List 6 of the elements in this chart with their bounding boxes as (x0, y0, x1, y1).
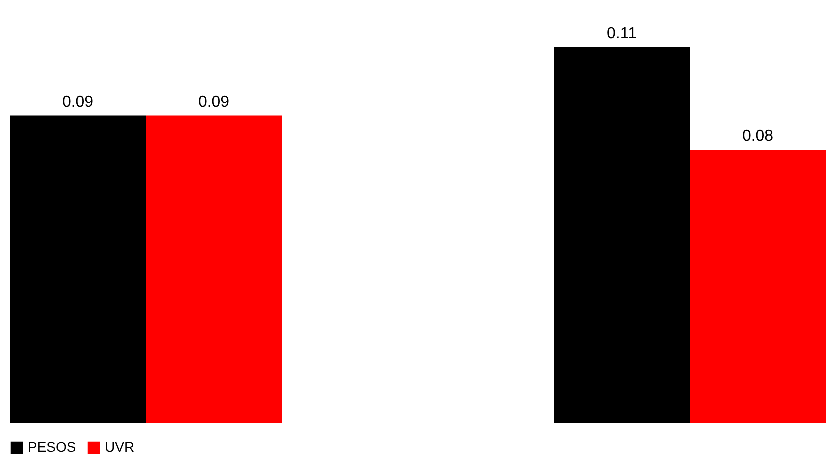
data-label: 0.09 (198, 94, 230, 111)
legend-label: PESOS (28, 439, 76, 455)
data-label: 0.11 (607, 26, 638, 43)
legend-label: UVR (105, 439, 135, 455)
data-label: 0.09 (62, 94, 94, 111)
data-label: 0.08 (742, 128, 774, 145)
